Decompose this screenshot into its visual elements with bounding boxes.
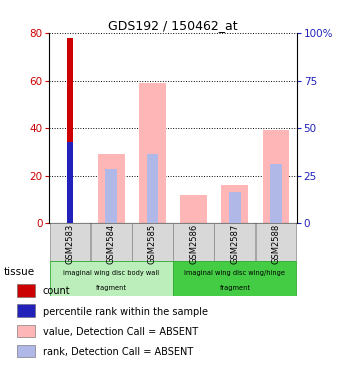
- Bar: [173, 261, 296, 296]
- Bar: [50, 223, 90, 261]
- Text: GSM2584: GSM2584: [107, 224, 116, 264]
- Bar: [270, 164, 282, 223]
- Bar: [67, 142, 73, 223]
- Text: GSM2588: GSM2588: [271, 224, 281, 264]
- Bar: [256, 223, 296, 261]
- Bar: [91, 223, 132, 261]
- Bar: [214, 223, 255, 261]
- Bar: [263, 130, 290, 223]
- Bar: [147, 154, 158, 223]
- Bar: [221, 185, 248, 223]
- Bar: [98, 154, 125, 223]
- Bar: [105, 168, 117, 223]
- Bar: [132, 223, 173, 261]
- Bar: [67, 38, 73, 223]
- Bar: [17, 325, 35, 337]
- Text: GSM2586: GSM2586: [189, 224, 198, 264]
- Bar: [229, 193, 241, 223]
- Text: value, Detection Call = ABSENT: value, Detection Call = ABSENT: [43, 327, 198, 337]
- Bar: [50, 261, 173, 296]
- Text: fragment: fragment: [219, 285, 250, 291]
- Text: GSM2585: GSM2585: [148, 224, 157, 264]
- Bar: [17, 305, 35, 317]
- Bar: [139, 83, 166, 223]
- Text: count: count: [43, 287, 71, 296]
- Title: GDS192 / 150462_at: GDS192 / 150462_at: [108, 19, 238, 32]
- Text: fragment: fragment: [96, 285, 127, 291]
- Text: imaginal wing disc wing/hinge: imaginal wing disc wing/hinge: [184, 270, 285, 276]
- Text: GSM2587: GSM2587: [231, 224, 239, 264]
- Bar: [17, 284, 35, 297]
- Text: tissue: tissue: [3, 266, 34, 277]
- Text: imaginal wing disc body wall: imaginal wing disc body wall: [63, 270, 159, 276]
- Text: percentile rank within the sample: percentile rank within the sample: [43, 307, 208, 317]
- Bar: [17, 345, 35, 357]
- Text: rank, Detection Call = ABSENT: rank, Detection Call = ABSENT: [43, 347, 193, 357]
- Text: GSM2583: GSM2583: [65, 224, 75, 264]
- Bar: [180, 195, 207, 223]
- Bar: [173, 223, 214, 261]
